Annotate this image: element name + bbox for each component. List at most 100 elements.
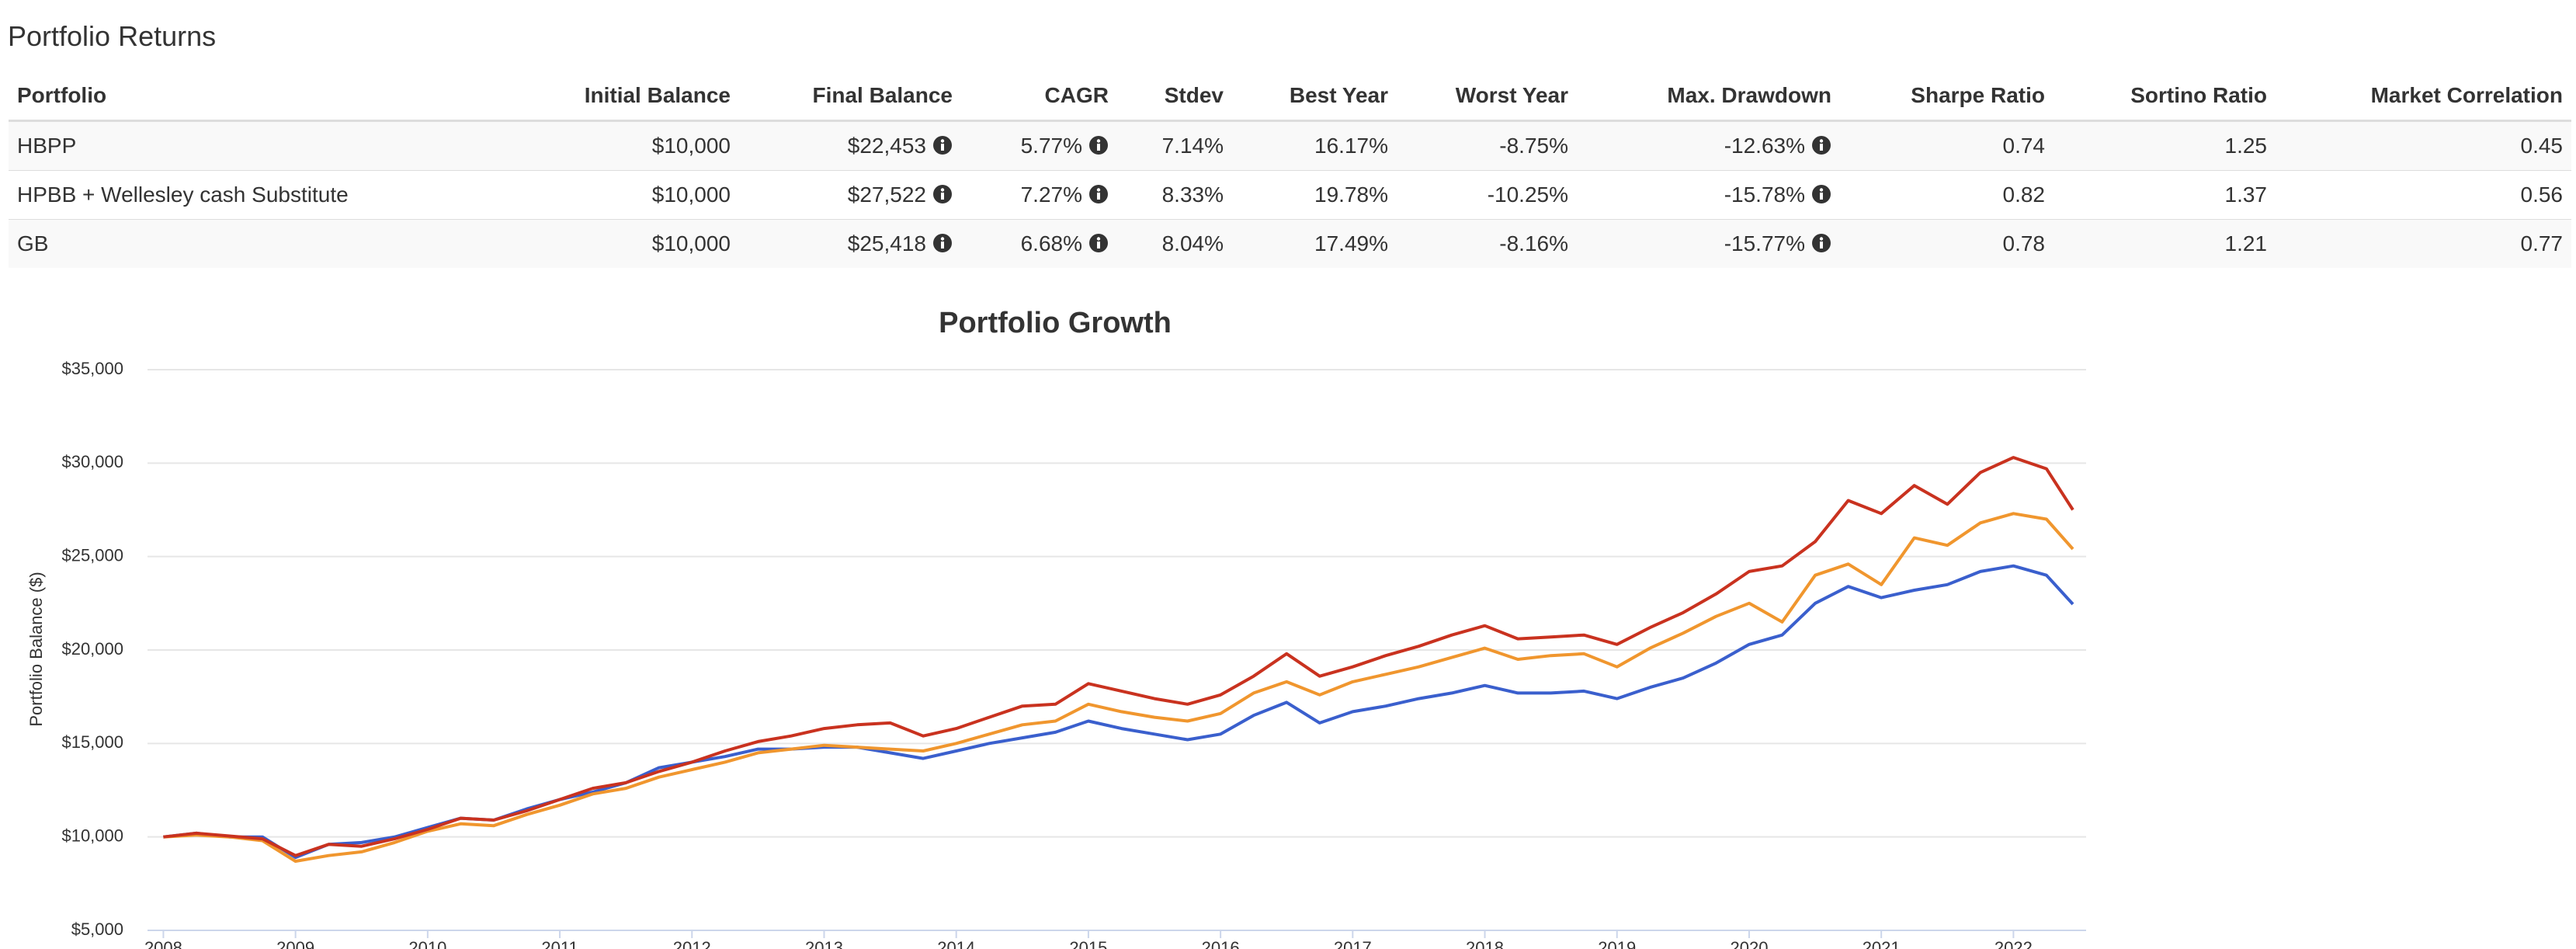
cell-text: 0.74 <box>2002 134 2046 158</box>
table-cell: -8.75% <box>1397 120 1577 171</box>
table-cell: -15.78% <box>1577 170 1840 220</box>
table-cell: 0.74 <box>1840 120 2054 171</box>
column-header: Market Correlation <box>2276 71 2571 122</box>
table-cell: 0.56 <box>2276 170 2571 220</box>
cell-text: -15.78% <box>1724 182 1805 207</box>
info-icon[interactable] <box>1811 233 1831 253</box>
series-line <box>163 512 2074 863</box>
table-cell: 0.45 <box>2276 120 2571 171</box>
cell-text: 7.14% <box>1161 134 1224 158</box>
cell-text: $10,000 <box>651 134 731 158</box>
cell-text: -15.77% <box>1724 231 1805 255</box>
table-cell: 6.68% <box>961 219 1117 268</box>
column-header: Sortino Ratio <box>2054 71 2276 122</box>
table-cell: $10,000 <box>493 219 739 268</box>
cell-text: 0.78 <box>2002 231 2046 255</box>
x-tick-label: 2011 <box>541 938 578 949</box>
y-tick-label: $15,000 <box>61 732 123 752</box>
cell-text: -12.63% <box>1724 134 1805 158</box>
info-icon[interactable] <box>1811 184 1831 204</box>
table-cell: $25,418 <box>739 219 961 268</box>
cell-text: $27,522 <box>847 182 926 207</box>
info-icon[interactable] <box>1088 135 1109 155</box>
cell-text: -8.75% <box>1499 134 1568 158</box>
cell-text: 8.33% <box>1161 182 1224 207</box>
column-header: Portfolio <box>9 71 493 122</box>
y-tick-label: $20,000 <box>61 639 123 659</box>
table-cell: -12.63% <box>1577 120 1840 171</box>
table-cell: -8.16% <box>1397 219 1577 268</box>
info-icon[interactable] <box>1088 184 1109 204</box>
table-row: HBPP $10,000 $22,453 5.77% 7.14% 16.17% -8.75%… <box>9 120 2571 171</box>
cell-text: 0.82 <box>2002 182 2046 207</box>
y-tick-label: $5,000 <box>71 919 123 939</box>
returns-table: Portfolio Initial Balance Final Balance CAG… <box>9 71 2571 268</box>
table-cell: 1.37 <box>2054 170 2276 220</box>
table-cell: 7.27% <box>961 170 1117 220</box>
series-line <box>163 456 2074 857</box>
table-cell: -15.77% <box>1577 219 1840 268</box>
cell-text: 17.49% <box>1314 231 1388 255</box>
table-cell: $27,522 <box>739 170 961 220</box>
cell-text: $25,418 <box>847 231 926 255</box>
table-row: GB $10,000 $25,418 6.68% 8.04% 17.49% -8.16% -1… <box>9 219 2571 268</box>
table-cell: 1.25 <box>2054 120 2276 171</box>
y-tick-label: $25,000 <box>61 545 123 565</box>
y-tick-label: $10,000 <box>61 826 123 845</box>
table-cell: 16.17% <box>1232 120 1397 171</box>
table-cell: 8.04% <box>1117 219 1232 268</box>
x-tick-label: 2009 <box>276 938 314 949</box>
header-row: Portfolio Initial Balance Final Balance CAG… <box>9 71 2571 122</box>
chart-title: Portfolio Growth <box>939 307 1172 339</box>
x-tick-label: 2018 <box>1466 938 1504 949</box>
table-cell: 8.33% <box>1117 170 1232 220</box>
cell-text: 0.45 <box>2520 134 2564 158</box>
page-title: Portfolio Returns <box>8 20 217 52</box>
info-icon[interactable] <box>1088 233 1109 253</box>
cell-text: 16.17% <box>1314 134 1388 158</box>
cell-text: -8.16% <box>1499 231 1568 255</box>
cell-text: 0.77 <box>2520 231 2564 255</box>
cell-text: HPBB + Wellesley cash Substitute <box>17 182 349 207</box>
x-tick-label: 2012 <box>673 938 711 949</box>
x-tick-label: 2016 <box>1202 938 1240 949</box>
cell-text: -10.25% <box>1487 182 1568 207</box>
table-cell: $10,000 <box>493 170 739 220</box>
x-tick-label: 2022 <box>1994 938 2033 949</box>
info-icon[interactable] <box>932 135 953 155</box>
cell-text: 1.25 <box>2224 134 2268 158</box>
cell-text: 8.04% <box>1161 231 1224 255</box>
cell-text: $10,000 <box>651 182 731 207</box>
x-tick-label: 2021 <box>1863 938 1901 949</box>
cell-text: HBPP <box>17 134 77 158</box>
x-tick-label: 2019 <box>1598 938 1636 949</box>
table-cell: 19.78% <box>1232 170 1397 220</box>
cell-text: $10,000 <box>651 231 731 255</box>
y-tick-label: $30,000 <box>61 452 123 471</box>
table-cell: -10.25% <box>1397 170 1577 220</box>
y-tick-label: $35,000 <box>61 359 123 378</box>
x-tick-label: 2013 <box>805 938 843 949</box>
table-cell: $22,453 <box>739 120 961 171</box>
cell-text: 1.37 <box>2224 182 2268 207</box>
x-tick-label: 2015 <box>1069 938 1107 949</box>
table-cell: $10,000 <box>493 120 739 171</box>
cell-text: 19.78% <box>1314 182 1388 207</box>
info-icon[interactable] <box>932 233 953 253</box>
column-header: Worst Year <box>1397 71 1577 122</box>
table-cell: 0.77 <box>2276 219 2571 268</box>
table-cell: GB <box>9 219 493 268</box>
table-cell: 1.21 <box>2054 219 2276 268</box>
table-cell: HBPP <box>9 120 493 171</box>
table-row: HPBB + Wellesley cash Substitute $10,000 $… <box>9 170 2571 220</box>
cell-text: 7.27% <box>1020 182 1082 207</box>
info-icon[interactable] <box>1811 135 1831 155</box>
column-header: Final Balance <box>739 71 961 122</box>
table-cell: HPBB + Wellesley cash Substitute <box>9 170 493 220</box>
table-cell: 17.49% <box>1232 219 1397 268</box>
x-tick-label: 2008 <box>144 938 182 949</box>
info-icon[interactable] <box>932 184 953 204</box>
column-header: Sharpe Ratio <box>1840 71 2054 122</box>
